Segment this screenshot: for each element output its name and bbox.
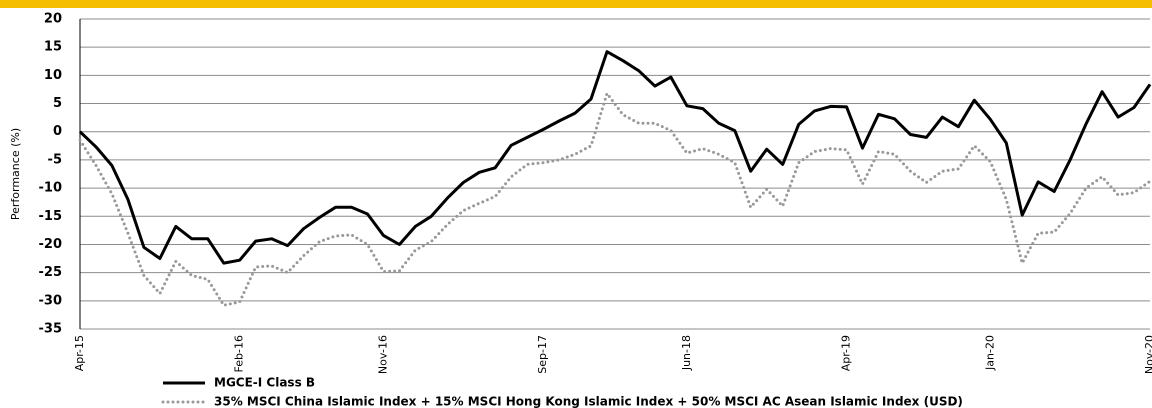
y-tick-label: -30 [39,293,63,308]
y-axis-label: Performance (%) [9,128,22,220]
legend-label: MGCE-I Class B [214,376,315,390]
x-tick-label: Jan-20 [983,335,996,371]
top-bar [0,0,1152,8]
y-tick-label: 0 [53,124,62,139]
y-tick-label: 20 [44,12,62,27]
y-tick-label: -10 [39,181,63,196]
y-tick-label: -20 [39,237,63,252]
y-tick-label: 15 [44,40,62,55]
y-tick-label: -15 [39,209,63,224]
x-tick-label: Feb-16 [233,335,246,372]
x-tick-label: Apr-15 [73,335,86,371]
x-tick-label: Nov-16 [376,335,389,374]
x-tick-label: Sep-17 [536,335,549,374]
legend-label: 35% MSCI China Islamic Index + 15% MSCI … [214,395,963,408]
series-line [78,50,1152,265]
y-tick-label: -5 [48,152,62,167]
y-tick-label: -35 [39,322,63,337]
y-tick-label: 5 [53,96,62,111]
series-line [78,91,1152,307]
x-tick-label: Nov-20 [1143,335,1152,374]
x-tick-label: Apr-19 [840,335,853,371]
x-tick-label: Jun-18 [680,335,693,371]
y-tick-label: -25 [39,265,63,280]
y-tick-label: 10 [44,68,62,83]
